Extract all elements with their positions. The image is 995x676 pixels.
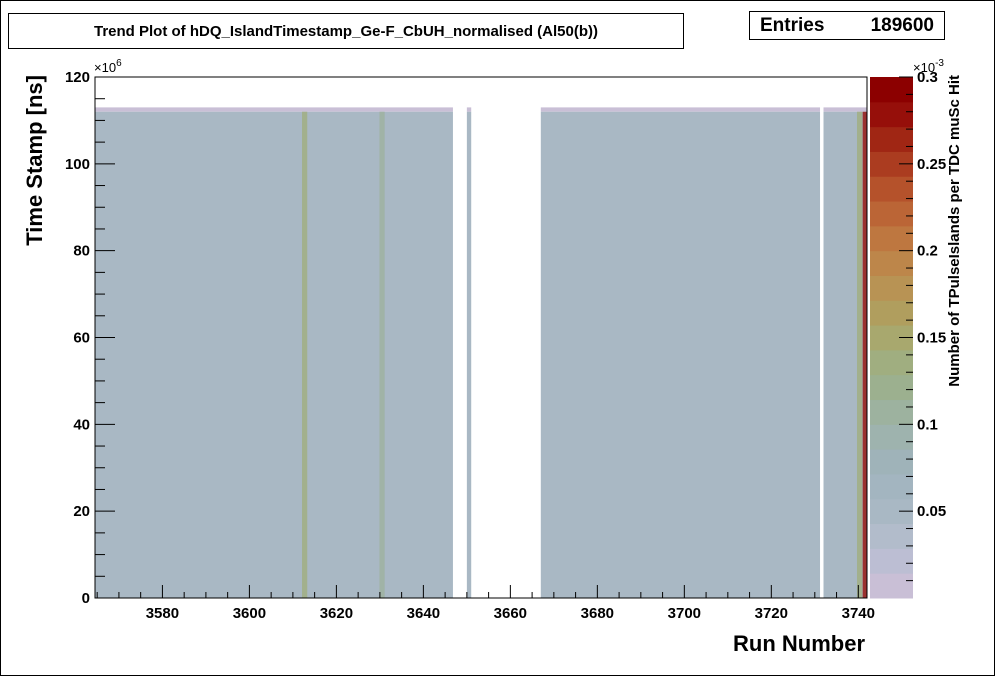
x-tick-label: 3680 [581,605,614,622]
y-tick-label: 20 [73,503,90,520]
color-scale-segment [870,300,913,326]
heatmap-cell-block [540,111,821,598]
color-scale-segment [870,573,913,599]
color-scale-segment [870,126,913,152]
x-tick-label: 3580 [146,605,179,622]
heatmap-cap-strip [823,107,867,112]
x-tick-label: 3740 [842,605,875,622]
y-tick-label: 80 [73,243,90,260]
y-tick-label: 120 [65,69,90,86]
plot-title: Trend Plot of hDQ_IslandTimestamp_Ge-F_C… [8,13,684,49]
heatmap-cell-block [466,111,472,598]
heatmap-highlight-column [379,111,385,598]
heatmap-cell-block [95,111,453,598]
x-tick-label: 3640 [407,605,440,622]
color-scale-segment [870,225,913,252]
stats-box: Entries 189600 [749,11,945,40]
heatmap-cap-strip [466,107,472,112]
z-axis-label: Number of TPulseIslands per TDC muSc Hit [946,75,963,387]
heatmap-highlight-column [862,111,867,598]
y-tick-label: 0 [82,590,90,607]
color-scale-segment [870,77,913,103]
heatmap-highlight-column [302,111,308,598]
color-scale-segment [870,374,913,401]
y-axis-label: Time Stamp [ns] [22,75,47,246]
color-scale-segment [870,548,913,574]
x-axis-label: Run Number [733,631,865,656]
x-tick-label: 3660 [494,605,527,622]
x-tick-label: 3600 [233,605,266,622]
heatmap-cap-strip [540,107,821,112]
z-tick-label: 0.1 [917,416,938,433]
stats-label: Entries [760,14,825,36]
x-tick-label: 3720 [755,605,788,622]
color-scale-segment [870,523,913,549]
y-tick-label: 100 [65,156,90,173]
z-tick-label: 0.3 [917,69,938,86]
color-scale-segment [870,349,913,376]
color-scale-segment [870,424,913,450]
color-scale-segment [870,449,913,475]
color-scale-segment [870,101,913,128]
z-tick-label: 0.15 [917,330,946,347]
color-scale-segment [870,250,913,276]
z-tick-label: 0.2 [917,243,938,260]
y-multiplier: ×106 [94,58,122,75]
z-multiplier: ×10-3 [913,58,944,75]
x-tick-label: 3620 [320,605,353,622]
y-tick-label: 60 [73,330,90,347]
x-tick-label: 3700 [668,605,701,622]
color-scale-segment [870,275,913,301]
color-scale-segment [870,201,913,227]
heatmap-highlight-column [856,111,863,598]
color-scale-segment [870,399,913,425]
heatmap-cap-strip [95,107,453,112]
stats-value: 189600 [870,14,934,36]
z-tick-label: 0.05 [917,503,946,520]
z-tick-label: 0.25 [917,156,946,173]
color-scale-segment [870,473,913,500]
y-tick-label: 40 [73,416,90,433]
color-scale-segment [870,176,913,202]
